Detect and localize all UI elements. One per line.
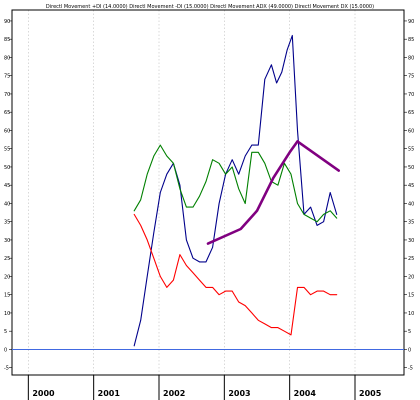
y-tick-label-left: 85 [4,37,10,43]
y-tick-label-left: 60 [4,128,10,134]
y-tick-label-left: 30 [4,238,10,244]
y-tick-label-left: 35 [4,220,10,226]
y-tick-label-right: 10 [408,311,414,317]
y-tick-label-right: 5 [408,329,411,335]
y-tick-label-right: 60 [408,128,414,134]
y-tick-label-right: 65 [408,110,414,116]
plus-di-line [133,34,338,347]
y-tick-label-right: -5 [408,366,413,372]
y-tick-label-right: 0 [408,347,411,353]
y-tick-label-left: 65 [4,110,10,116]
y-tick-label-right: 80 [408,55,414,61]
x-tick-label: 2005 [359,389,382,398]
y-tick-label-left: 25 [4,256,10,262]
y-tick-label-left: -5 [4,366,9,372]
y-tick-label-right: 30 [408,238,414,244]
y-tick-label-right: 25 [408,256,414,262]
y-tick-label-left: 5 [4,329,7,335]
y-tick-label-left: 50 [4,165,10,171]
chart-title: Directl Movement +DI (14.0000) Directl M… [46,4,374,10]
y-tick-label-left: 75 [4,74,10,80]
y-tick-label-left: 40 [4,201,10,207]
y-tick-label-right: 40 [408,201,414,207]
y-tick-label-right: 55 [408,147,414,153]
y-tick-label-right: 75 [408,74,414,80]
minus-di-line [133,213,338,336]
x-tick-label: 2004 [294,389,317,398]
y-tick-label-right: 35 [408,220,414,226]
y-tick-label-right: 90 [408,19,414,25]
y-tick-label-left: 70 [4,92,10,98]
y-tick-label-left: 45 [4,183,10,189]
y-tick-label-right: 85 [408,37,414,43]
y-tick-label-left: 55 [4,147,10,153]
y-tick-label-right: 20 [408,274,414,280]
y-tick-label-left: 90 [4,19,10,25]
series-group [12,34,404,350]
y-tick-label-left: 10 [4,311,10,317]
grid [28,10,356,375]
y-tick-label-right: 50 [408,165,414,171]
y-tick-label-left: 80 [4,55,10,61]
y-tick-label-left: 20 [4,274,10,280]
y-tick-label-right: 70 [408,92,414,98]
y-tick-label-right: 15 [408,293,414,299]
x-tick-label: 2001 [98,389,121,398]
x-tick-label: 2003 [228,389,250,398]
y-tick-label-right: 45 [408,183,414,189]
dx-line [206,140,341,245]
y-tick-label-left: 15 [4,293,10,299]
x-tick-label: 2000 [32,389,55,398]
plot-frame [11,9,405,376]
adx-line [133,144,338,223]
y-tick-label-left: 0 [4,347,7,353]
x-tick-label: 2002 [163,389,185,398]
